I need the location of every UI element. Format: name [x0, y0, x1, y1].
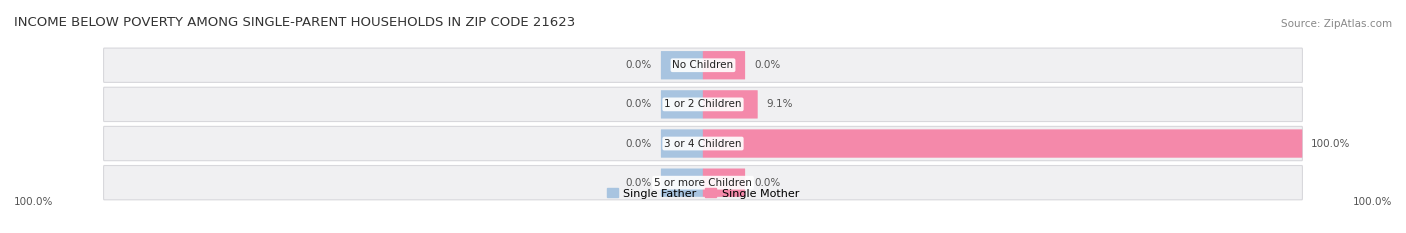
Text: 100.0%: 100.0% — [1353, 197, 1392, 207]
FancyBboxPatch shape — [104, 126, 1302, 161]
FancyBboxPatch shape — [661, 51, 703, 79]
Text: 100.0%: 100.0% — [14, 197, 53, 207]
Text: 3 or 4 Children: 3 or 4 Children — [664, 139, 742, 148]
Text: 0.0%: 0.0% — [626, 139, 652, 148]
FancyBboxPatch shape — [104, 48, 1302, 82]
Text: 0.0%: 0.0% — [754, 60, 780, 70]
Text: 0.0%: 0.0% — [626, 60, 652, 70]
Text: 9.1%: 9.1% — [766, 99, 793, 109]
Text: Source: ZipAtlas.com: Source: ZipAtlas.com — [1281, 19, 1392, 29]
Text: 0.0%: 0.0% — [754, 178, 780, 188]
FancyBboxPatch shape — [104, 165, 1302, 200]
FancyBboxPatch shape — [703, 168, 745, 197]
Text: INCOME BELOW POVERTY AMONG SINGLE-PARENT HOUSEHOLDS IN ZIP CODE 21623: INCOME BELOW POVERTY AMONG SINGLE-PARENT… — [14, 16, 575, 29]
FancyBboxPatch shape — [104, 87, 1302, 122]
FancyBboxPatch shape — [661, 129, 703, 158]
Text: 0.0%: 0.0% — [626, 178, 652, 188]
FancyBboxPatch shape — [703, 129, 1302, 158]
Text: 100.0%: 100.0% — [1310, 139, 1350, 148]
FancyBboxPatch shape — [703, 51, 745, 79]
Text: 0.0%: 0.0% — [626, 99, 652, 109]
Text: 1 or 2 Children: 1 or 2 Children — [664, 99, 742, 109]
FancyBboxPatch shape — [661, 168, 703, 197]
FancyBboxPatch shape — [703, 90, 758, 119]
Text: 5 or more Children: 5 or more Children — [654, 178, 752, 188]
FancyBboxPatch shape — [661, 90, 703, 119]
Text: No Children: No Children — [672, 60, 734, 70]
Legend: Single Father, Single Mother: Single Father, Single Mother — [602, 184, 804, 203]
